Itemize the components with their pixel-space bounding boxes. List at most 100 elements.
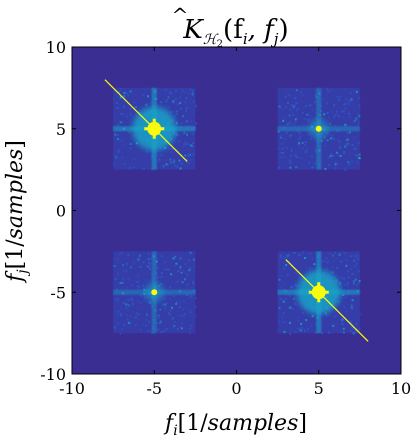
- block-speckle: [283, 117, 286, 120]
- block-speckle: [346, 270, 349, 273]
- x-axis-label: fi[1/samples]: [163, 411, 307, 437]
- block-speckle: [113, 98, 116, 101]
- block-speckle: [146, 150, 149, 153]
- block-speckle: [164, 268, 167, 271]
- block-speckle: [284, 95, 287, 98]
- block-speckle: [192, 89, 194, 92]
- block-speckle: [186, 142, 189, 145]
- block-speckle: [121, 251, 123, 254]
- block-speckle: [311, 257, 314, 260]
- block-speckle: [125, 303, 128, 306]
- block-speckle: [313, 162, 316, 165]
- block-speckle: [306, 119, 309, 122]
- block-speckle: [350, 98, 353, 101]
- ylabel-unit: samples: [3, 149, 28, 240]
- block-speckle: [358, 280, 361, 282]
- block-speckle: [349, 255, 352, 258]
- block-speckle: [185, 120, 188, 123]
- block-speckle: [326, 102, 329, 105]
- block-speckle: [358, 115, 361, 118]
- block-speckle: [132, 261, 135, 264]
- block-speckle: [314, 148, 317, 151]
- block-speckle: [189, 267, 192, 269]
- block-speckle: [190, 120, 193, 123]
- block-speckle: [151, 332, 154, 335]
- block-speckle: [326, 88, 329, 90]
- block-speckle: [150, 257, 153, 260]
- block-speckle: [114, 155, 117, 158]
- block-speckle: [344, 103, 347, 106]
- block-speckle: [343, 103, 345, 106]
- block-speckle: [358, 97, 361, 100]
- block-speckle: [355, 262, 358, 265]
- block-speckle: [293, 297, 296, 300]
- block-speckle: [142, 167, 145, 170]
- block-speckle: [278, 278, 281, 281]
- block-speckle: [170, 161, 173, 164]
- block-speckle: [350, 306, 353, 309]
- block-speckle: [187, 155, 190, 158]
- block-speckle: [325, 267, 328, 270]
- block-speckle: [167, 96, 170, 99]
- block-speckle: [290, 150, 293, 153]
- block-speckle: [182, 143, 185, 146]
- block-speckle: [193, 100, 195, 103]
- block-speckle: [291, 104, 294, 107]
- block-speckle: [165, 100, 168, 103]
- block-speckle: [339, 146, 342, 149]
- block-speckle: [185, 110, 187, 112]
- x-tick-label: 0: [231, 379, 241, 398]
- block-speckle: [294, 271, 297, 274]
- block-speckle: [336, 162, 338, 165]
- block-speckle: [334, 257, 337, 260]
- block-speckle: [116, 257, 119, 260]
- block-speckle: [163, 329, 166, 332]
- block-speckle: [180, 107, 183, 110]
- block-speckle: [148, 268, 151, 271]
- block-speckle: [119, 282, 122, 285]
- block-speckle: [123, 324, 126, 327]
- block-speckle: [174, 98, 177, 101]
- block-speckle: [332, 137, 335, 140]
- block-speckle: [125, 269, 128, 272]
- block-speckle: [121, 113, 124, 115]
- block-speckle: [192, 282, 195, 285]
- block-speckle: [350, 160, 353, 163]
- block-speckle: [180, 314, 183, 317]
- ylabel-bracket-close: ]: [3, 140, 28, 149]
- block-speckle: [150, 330, 153, 333]
- title-sep: , f: [248, 15, 279, 45]
- block-speckle: [129, 143, 132, 145]
- block-speckle: [181, 308, 184, 311]
- block-speckle: [288, 306, 291, 309]
- block-speckle: [146, 265, 149, 268]
- block-speckle: [117, 322, 120, 325]
- x-tick-label: 5: [314, 379, 324, 398]
- block-speckle: [188, 268, 191, 271]
- block-speckle: [292, 113, 295, 116]
- block-speckle: [149, 101, 152, 104]
- block-speckle: [176, 133, 179, 136]
- block-speckle: [326, 139, 329, 142]
- block-speckle: [167, 106, 170, 108]
- block-speckle: [343, 283, 346, 286]
- block-speckle: [129, 147, 132, 149]
- block-speckle: [120, 121, 123, 124]
- block-speckle: [124, 114, 127, 117]
- block-speckle: [126, 116, 129, 118]
- block-speckle: [324, 168, 327, 170]
- block-speckle: [116, 313, 119, 316]
- block-speckle: [189, 332, 192, 335]
- block-speckle: [148, 320, 150, 323]
- block-speckle: [122, 270, 125, 273]
- block-speckle: [170, 273, 173, 276]
- block-speckle: [180, 122, 183, 125]
- block-speckle: [147, 329, 150, 332]
- block-speckle: [299, 253, 302, 256]
- block-speckle: [289, 332, 292, 335]
- block-speckle: [115, 310, 117, 313]
- block-speckle: [288, 294, 291, 297]
- block-speckle: [289, 108, 292, 111]
- block-speckle: [147, 95, 150, 98]
